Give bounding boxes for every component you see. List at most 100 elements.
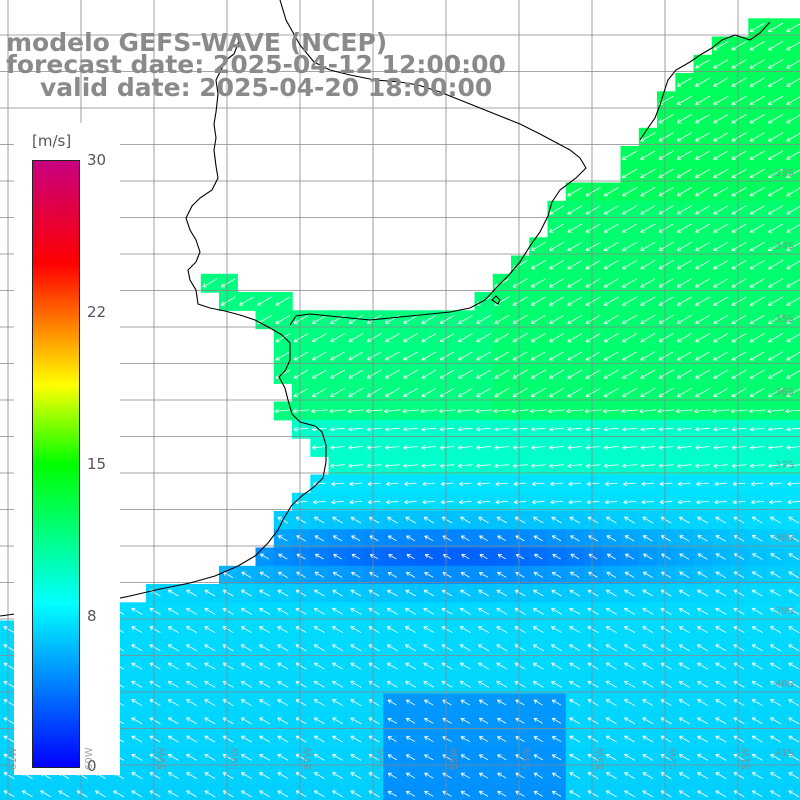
wind-cell <box>511 310 530 330</box>
wind-cell <box>328 456 348 476</box>
wind-cell <box>638 456 658 476</box>
wind-arrow <box>676 278 692 288</box>
wind-arrow <box>788 717 800 725</box>
wind-arrow <box>679 535 690 542</box>
wind-arrow <box>167 607 179 615</box>
wind-arrow <box>348 351 364 361</box>
wind-cell <box>711 146 731 165</box>
wind-arrow <box>624 571 635 578</box>
wind-arrow <box>424 554 433 560</box>
wind-arrow <box>660 790 672 798</box>
wind-cell <box>602 273 622 293</box>
wind-cell <box>638 127 658 147</box>
wind-cell <box>693 255 713 275</box>
wind-arrow <box>713 77 729 87</box>
wind-arrow <box>658 241 674 251</box>
wind-arrow <box>695 205 711 215</box>
wind-arrow <box>585 369 601 379</box>
wind-cell <box>328 784 348 800</box>
wind-arrow <box>330 426 345 432</box>
wind-arrow <box>713 95 729 105</box>
wind-cell <box>492 346 512 366</box>
wind-cell <box>766 346 786 366</box>
wind-cell <box>675 292 695 311</box>
wind-arrow <box>350 589 362 597</box>
wind-cell <box>748 127 768 147</box>
wind-cell <box>456 310 476 330</box>
wind-arrow <box>478 717 489 724</box>
wind-arrow <box>476 333 491 343</box>
wind-arrow <box>695 369 711 379</box>
wind-cell <box>657 292 676 311</box>
wind-cell <box>565 292 585 311</box>
wind-arrow <box>421 426 437 432</box>
wind-arrow <box>441 589 453 597</box>
wind-arrow <box>275 333 291 343</box>
wind-arrow <box>622 314 638 324</box>
wind-arrow <box>332 571 343 578</box>
wind-arrow <box>639 408 657 414</box>
wind-cell <box>784 638 800 658</box>
wind-cell <box>365 346 384 366</box>
wind-arrow <box>678 735 690 743</box>
wind-arrow <box>751 680 763 688</box>
wind-cell <box>474 784 494 800</box>
wind-arrow <box>384 351 400 361</box>
wind-arrow <box>621 408 639 414</box>
wind-arrow <box>694 132 711 142</box>
wind-cell <box>328 492 348 512</box>
title-forecast-date: forecast date: 2025-04-12 12:00:00 <box>6 50 506 79</box>
wind-arrow <box>3 626 15 634</box>
wind-arrow <box>550 644 563 652</box>
wind-arrow <box>259 754 270 761</box>
wind-arrow <box>385 481 399 487</box>
wind-arrow <box>513 499 527 505</box>
wind-arrow <box>769 516 782 524</box>
wind-cell <box>730 419 749 439</box>
wind-arrow <box>295 589 307 597</box>
wind-arrow <box>659 499 673 505</box>
wind-arrow <box>585 463 601 468</box>
wind-cell <box>200 273 220 293</box>
wind-arrow <box>605 626 617 634</box>
wind-arrow <box>786 96 800 105</box>
wind-cell <box>730 127 749 147</box>
wind-arrow <box>551 754 562 761</box>
wind-arrow <box>365 408 383 414</box>
wind-arrow <box>496 589 508 597</box>
wind-cell <box>584 328 603 348</box>
wind-arrow <box>423 589 435 597</box>
lat-label-35s: 35S <box>774 314 794 325</box>
wind-arrow <box>769 644 782 652</box>
wind-cell <box>711 383 731 403</box>
lon-label-52w: 52W <box>668 747 679 770</box>
wind-arrow <box>313 790 325 798</box>
wind-arrow <box>204 735 216 743</box>
wind-arrow <box>167 589 179 597</box>
wind-cell <box>620 383 640 403</box>
wind-cell <box>748 310 768 330</box>
wind-arrow <box>424 699 434 706</box>
wind-cell <box>784 602 800 622</box>
wind-arrow <box>602 408 620 414</box>
wind-arrow <box>658 351 674 361</box>
wind-arrow <box>331 626 344 634</box>
wind-arrow <box>733 717 745 725</box>
wind-cell <box>492 310 512 330</box>
wind-arrow <box>259 790 271 798</box>
wind-arrow <box>624 735 635 743</box>
wind-arrow <box>624 680 636 688</box>
wind-arrow <box>350 772 362 779</box>
wind-cell <box>292 328 311 348</box>
wind-arrow <box>332 589 343 597</box>
wind-arrow <box>715 553 726 560</box>
wind-arrow <box>460 699 471 706</box>
wind-cell <box>565 255 585 275</box>
wind-cell <box>346 310 366 330</box>
wind-arrow <box>149 735 161 743</box>
wind-arrow <box>569 644 581 652</box>
wind-arrow <box>532 516 544 524</box>
wind-cell <box>620 365 640 384</box>
wind-arrow <box>731 463 747 468</box>
wind-cell <box>748 383 768 403</box>
